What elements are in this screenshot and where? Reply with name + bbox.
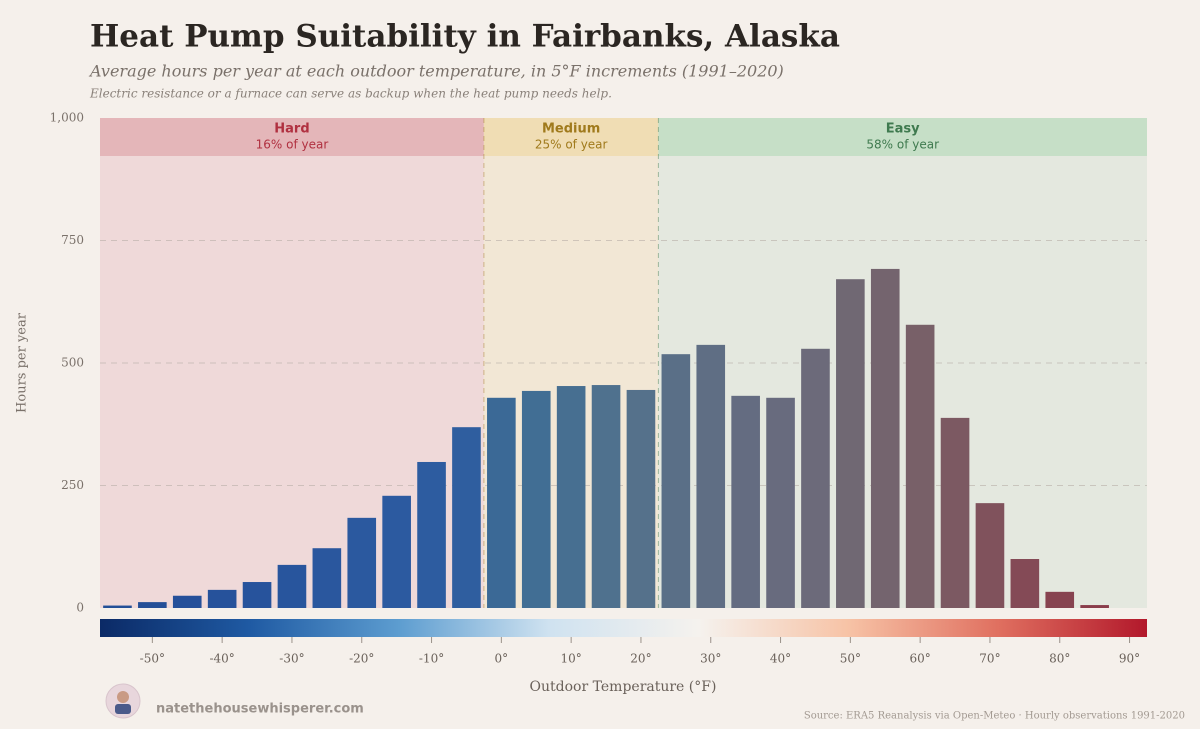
zone-share: 58% of year [866, 138, 939, 152]
zone-header [483, 118, 659, 156]
x-tick-label: 10° [561, 652, 582, 666]
logo-face [117, 691, 129, 703]
bar [1080, 605, 1109, 608]
bar [661, 354, 691, 608]
y-tick-label: 1,000 [50, 111, 84, 125]
x-tick-label: -20° [349, 652, 374, 666]
y-tick-label: 250 [61, 478, 84, 492]
y-tick-label: 750 [61, 233, 84, 247]
logo-body [115, 704, 131, 714]
x-tick-label: -30° [279, 652, 304, 666]
bar [626, 389, 656, 608]
x-axis-label: Outdoor Temperature (°F) [530, 679, 717, 695]
bar [312, 548, 342, 608]
bar [975, 503, 1005, 608]
chart-title: Heat Pump Suitability in Fairbanks, Alas… [90, 19, 840, 55]
zone-share: 16% of year [256, 138, 329, 152]
x-tick-label: -50° [140, 652, 165, 666]
x-tick-label: 0° [495, 652, 509, 666]
bar [207, 589, 237, 608]
bar [1045, 591, 1075, 608]
chart-subtitle: Average hours per year at each outdoor t… [88, 62, 784, 81]
bar [521, 390, 551, 608]
x-tick-label: 80° [1049, 652, 1070, 666]
bar [277, 564, 307, 608]
bar [172, 595, 202, 608]
bar [766, 397, 795, 608]
zone-name: Easy [886, 122, 920, 137]
zone-header [658, 118, 1147, 156]
colorbar [100, 619, 1147, 637]
zone-name: Hard [274, 122, 309, 137]
x-tick-label: 40° [770, 652, 791, 666]
x-tick-label: -40° [209, 652, 234, 666]
x-tick-label: 90° [1119, 652, 1140, 666]
x-tick-label: 60° [910, 652, 931, 666]
zone-name: Medium [542, 122, 600, 137]
chart-note: Electric resistance or a furnace can ser… [89, 87, 612, 101]
website[interactable]: natethehousewhisperer.com [156, 702, 364, 717]
bar [940, 417, 970, 608]
bar [905, 324, 935, 608]
y-tick-label: 0 [76, 601, 84, 615]
zone-share: 25% of year [535, 138, 608, 152]
x-tick-label: -10° [419, 652, 444, 666]
bar [347, 517, 377, 608]
zone-header [100, 118, 484, 156]
x-tick-label: 20° [630, 652, 651, 666]
bar [487, 397, 516, 608]
bar [382, 495, 411, 608]
x-tick-label: 30° [700, 652, 721, 666]
bar [870, 268, 900, 608]
bar [801, 348, 830, 608]
bar [556, 386, 586, 608]
bar [417, 461, 446, 608]
bar [103, 605, 132, 608]
y-tick-label: 500 [61, 356, 84, 370]
x-tick-label: 50° [840, 652, 861, 666]
bar [836, 279, 865, 608]
bar [242, 582, 272, 608]
bar [731, 395, 760, 608]
y-axis-label: Hours per year [15, 312, 30, 413]
x-tick-label: 70° [979, 652, 1000, 666]
bar [138, 602, 167, 608]
bar [1010, 559, 1040, 608]
bar [696, 344, 726, 608]
bar [591, 385, 621, 608]
source: Source: ERA5 Reanalysis via Open-Meteo ·… [804, 711, 1185, 722]
bar [452, 427, 481, 608]
